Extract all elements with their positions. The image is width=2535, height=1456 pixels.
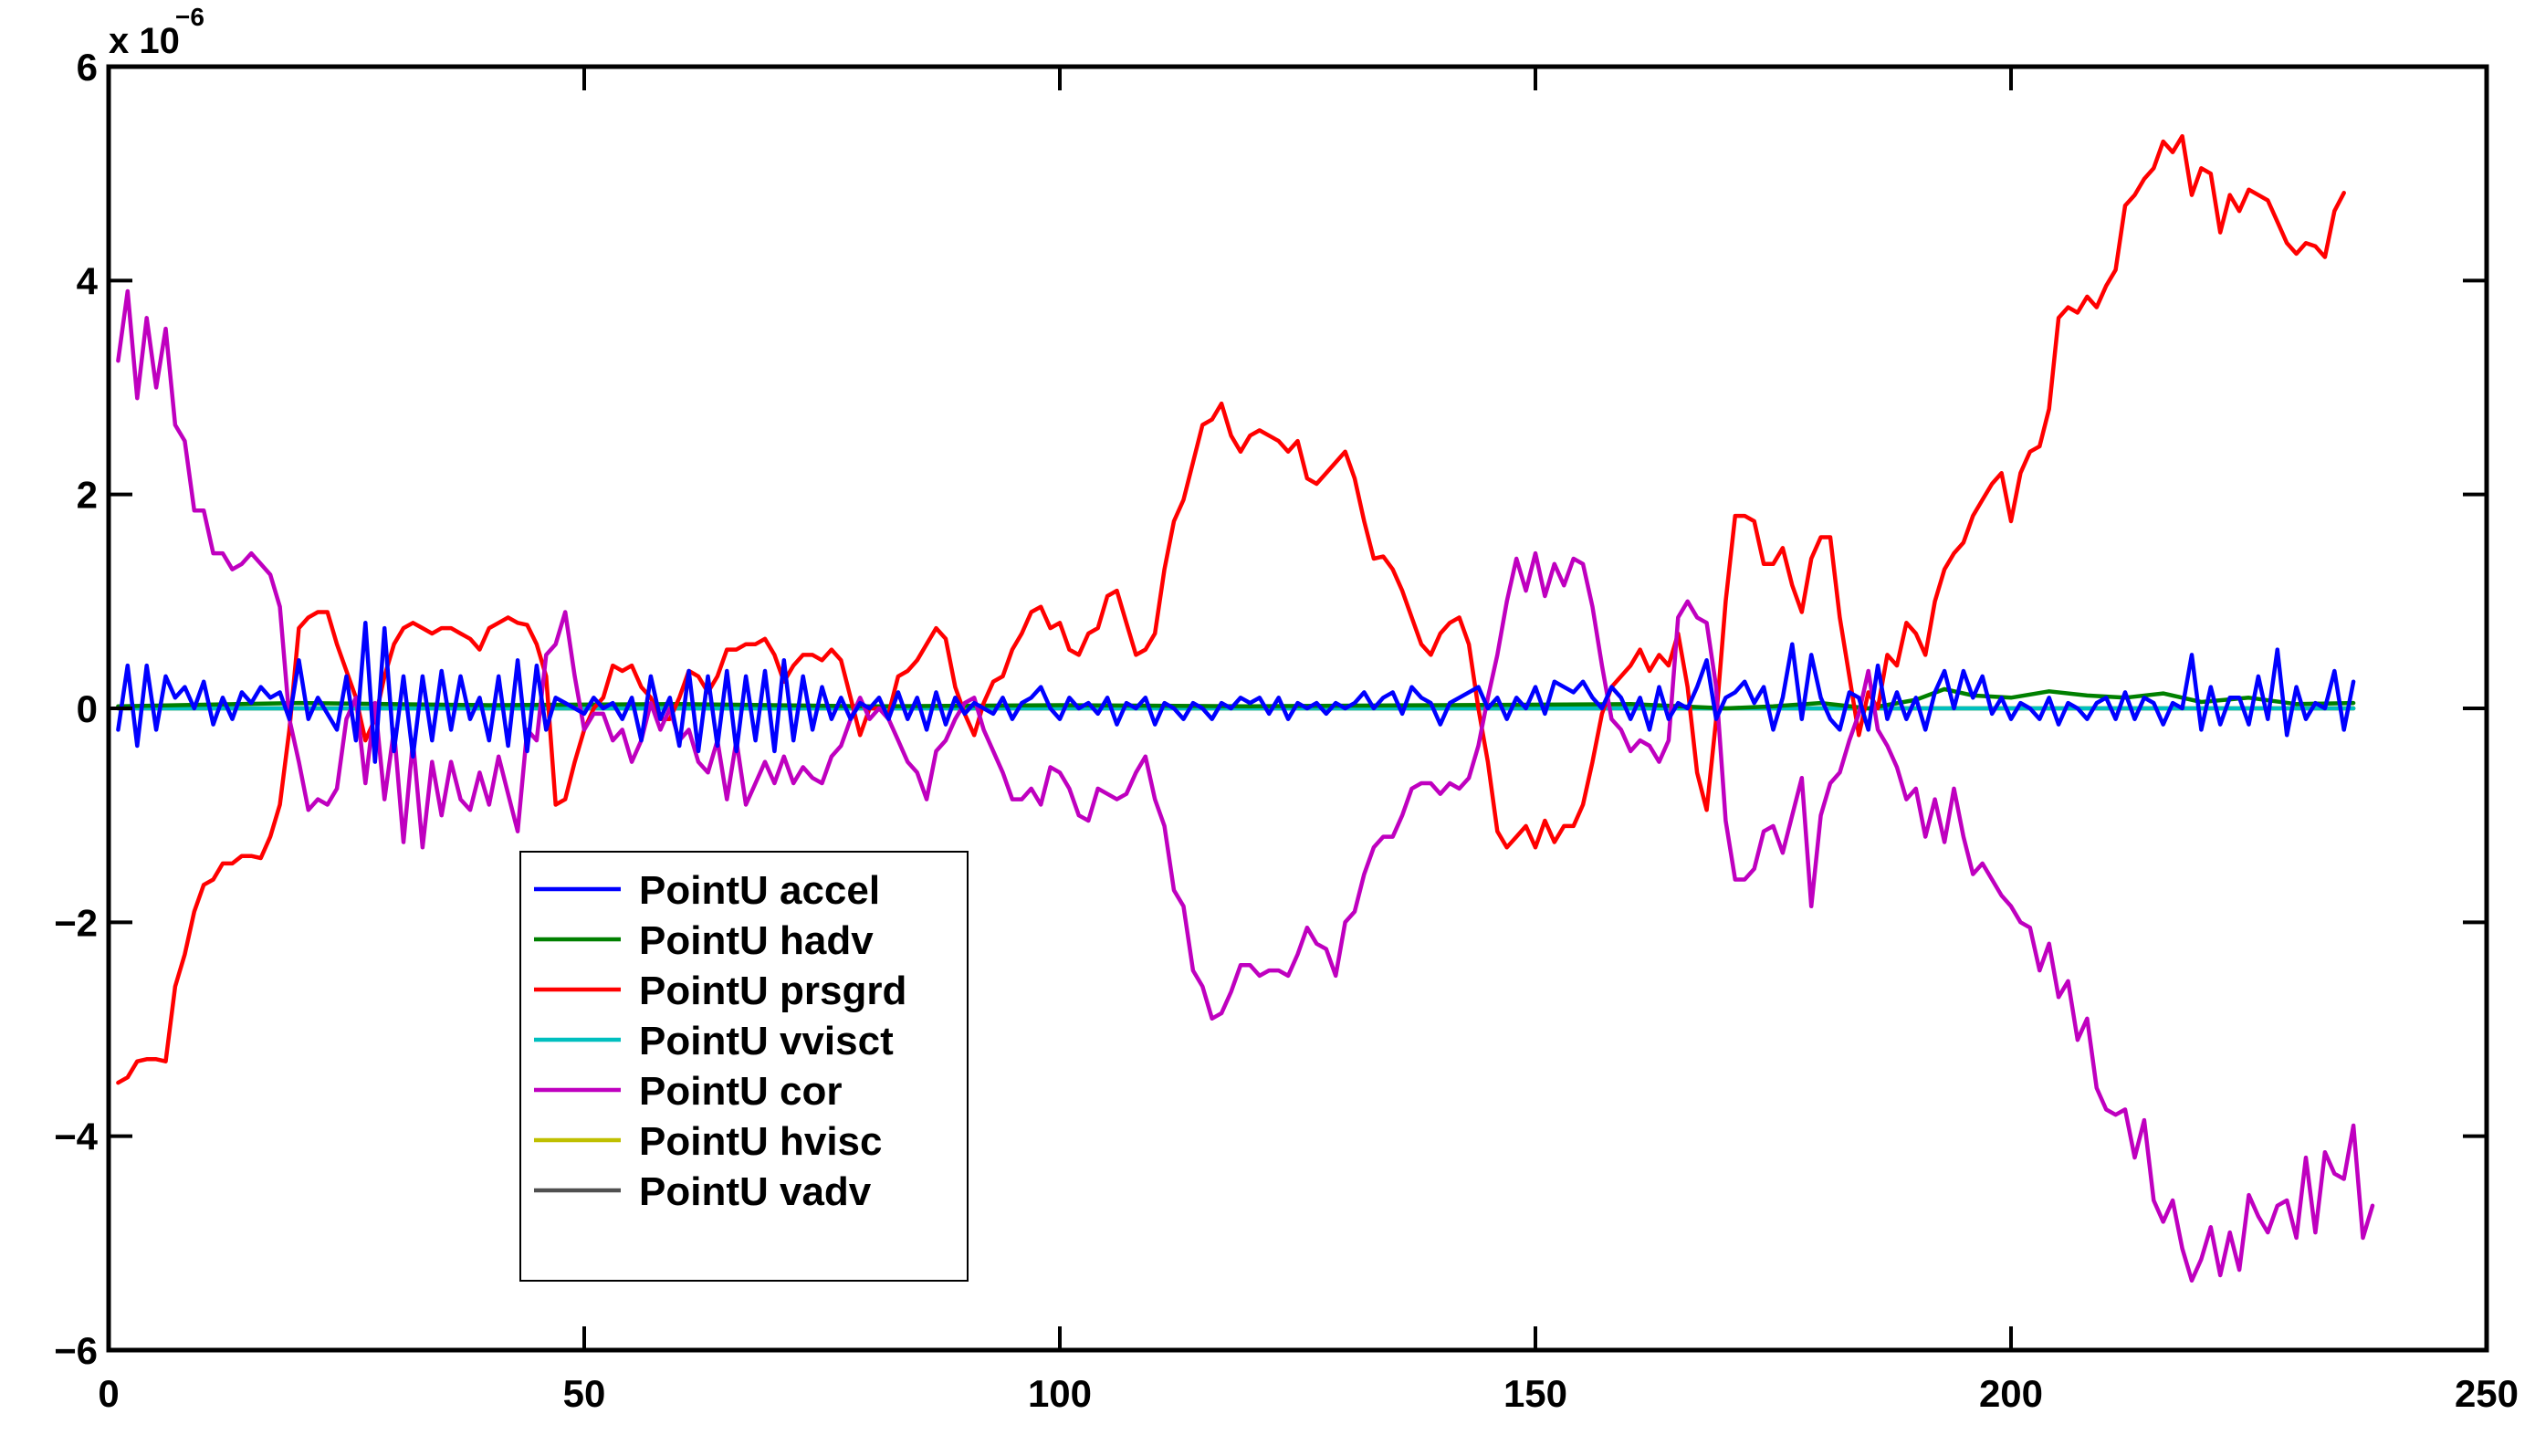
series-layer: [116, 133, 2375, 1283]
legend-entries: PointU accel PointU hadv PointU prsgrd Poin…: [534, 868, 906, 1214]
y-tick-label: −2: [54, 901, 98, 944]
legend: PointU accel PointU hadv PointU prsgrd Poin…: [519, 851, 969, 1282]
x-tick-label: 0: [98, 1372, 119, 1415]
legend-label: PointU cor: [639, 1069, 842, 1114]
ticks-layer: 0 50 100 150 200 250 −6 −4 −2 0 2 4 6: [54, 46, 2519, 1415]
y-tick-label: 2: [77, 474, 98, 517]
legend-label: PointU hadv: [639, 918, 874, 963]
series-line-pointu-prsgrd: [116, 133, 2346, 1085]
x-tick-label: 100: [1028, 1372, 1092, 1415]
series-line-pointu-cor: [116, 288, 2375, 1283]
legend-label: PointU hvisc: [639, 1119, 883, 1164]
legend-box: [519, 851, 969, 1282]
x-tick-label: 150: [1503, 1372, 1567, 1415]
y-tick-label: −4: [54, 1116, 99, 1158]
exponent-power: −6: [175, 3, 204, 31]
y-tick-label: −6: [54, 1329, 98, 1372]
y-tick-label: 0: [77, 687, 98, 730]
y-axis-exponent: x 10 −6: [109, 3, 204, 61]
y-tick-label: 4: [77, 259, 99, 302]
x-tick-label: 250: [2455, 1372, 2519, 1415]
y-tick-label: 6: [77, 46, 98, 89]
series-line-pointu-accel: [116, 621, 2356, 764]
legend-label: PointU vvisct: [639, 1019, 894, 1063]
x-tick-label: 200: [1979, 1372, 2043, 1415]
exponent-base: x 10: [109, 21, 180, 61]
legend-label: PointU vadv: [639, 1169, 872, 1214]
legend-label: PointU accel: [639, 868, 880, 913]
legend-label: PointU prsgrd: [639, 969, 906, 1013]
x-tick-label: 50: [563, 1372, 606, 1415]
